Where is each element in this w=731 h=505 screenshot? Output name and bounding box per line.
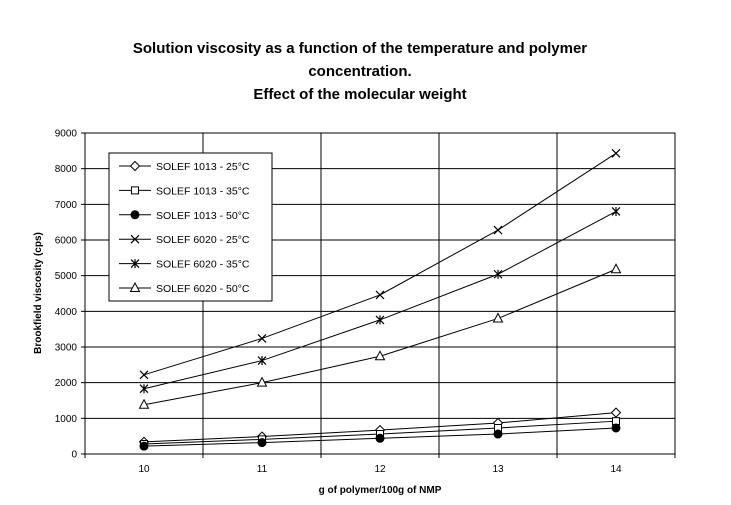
data-point (138, 398, 150, 409)
series-5 (139, 206, 621, 394)
legend-label: SOLEF 6020 - 25°C (156, 234, 250, 246)
legend-item: SOLEF 6020 - 25°C (119, 234, 250, 246)
y-tick-label: 4000 (55, 307, 78, 318)
legend-label: SOLEF 1013 - 50°C (156, 210, 250, 222)
y-tick-label: 6000 (55, 236, 78, 247)
data-point (256, 376, 268, 387)
data-point (611, 148, 621, 158)
chart-title-line-2: concentration. (308, 63, 412, 80)
series-2 (140, 417, 620, 449)
y-tick-label: 5000 (55, 271, 78, 282)
data-point (139, 384, 149, 394)
legend-marker (130, 210, 140, 220)
data-point (139, 370, 149, 380)
y-tick-label: 0 (71, 450, 77, 461)
x-tick-label: 11 (257, 464, 268, 475)
data-point (375, 290, 385, 300)
legend-marker (130, 259, 140, 269)
x-tick-label: 10 (138, 464, 150, 475)
data-point (611, 423, 621, 433)
legend-marker (130, 234, 140, 244)
legend-item: SOLEF 1013 - 50°C (119, 210, 250, 222)
legend-item: SOLEF 1013 - 35°C (119, 185, 250, 197)
x-tick-label: 13 (492, 464, 504, 475)
axis-ticks: 0 1000 2000 3000 4000 5000 6000 7000 8000 9000 10 1… (55, 129, 676, 475)
series-3 (139, 423, 621, 451)
chart-title-line-1: Solution viscosity as a function of the … (132, 40, 588, 57)
legend-marker (129, 281, 141, 292)
data-point (257, 438, 267, 448)
data-point (139, 441, 149, 451)
legend-item: SOLEF 6020 - 35°C (119, 259, 250, 271)
data-point (375, 315, 385, 325)
data-point (493, 225, 503, 235)
data-point (375, 433, 385, 443)
legend-label: SOLEF 6020 - 35°C (156, 259, 250, 271)
data-point (493, 269, 503, 279)
legend-marker (131, 186, 139, 195)
data-point (257, 356, 267, 366)
legend-label: SOLEF 1013 - 35°C (156, 185, 250, 197)
y-tick-label: 1000 (55, 414, 78, 425)
series-6 (138, 263, 622, 409)
legend-label: SOLEF 6020 - 50°C (156, 283, 250, 295)
data-point (610, 407, 622, 418)
legend-label: SOLEF 1013 - 25°C (156, 161, 250, 173)
data-point (493, 429, 503, 439)
y-axis-title: Brookfield viscosity (cps) (33, 232, 44, 354)
y-tick-label: 7000 (55, 200, 78, 211)
y-tick-label: 3000 (55, 343, 78, 354)
y-tick-label: 2000 (55, 378, 78, 389)
legend-item: SOLEF 1013 - 25°C (119, 160, 250, 173)
x-tick-label: 14 (610, 464, 622, 475)
legend-box (108, 152, 273, 302)
data-point (374, 350, 386, 361)
x-axis-title: g of polymer/100g of NMP (319, 485, 442, 496)
chart-title-line-3: Effect of the molecular weight (253, 86, 467, 103)
plot-area-frame (84, 132, 676, 455)
y-tick-label: 8000 (55, 164, 78, 175)
data-point (610, 263, 622, 274)
y-tick-label: 9000 (55, 129, 78, 140)
series-group (138, 148, 622, 451)
x-tick-label: 12 (374, 464, 386, 475)
chart-title: Solution viscosity as a function of the … (60, 37, 660, 106)
legend: SOLEF 1013 - 25°C SOLEF 1013 - 35°C SOLEF … (108, 152, 273, 302)
data-point (257, 334, 267, 343)
legend-marker (129, 160, 141, 172)
series-4 (139, 148, 621, 380)
data-point (492, 312, 504, 323)
data-point (611, 206, 621, 216)
legend-item: SOLEF 6020 - 50°C (119, 281, 250, 295)
